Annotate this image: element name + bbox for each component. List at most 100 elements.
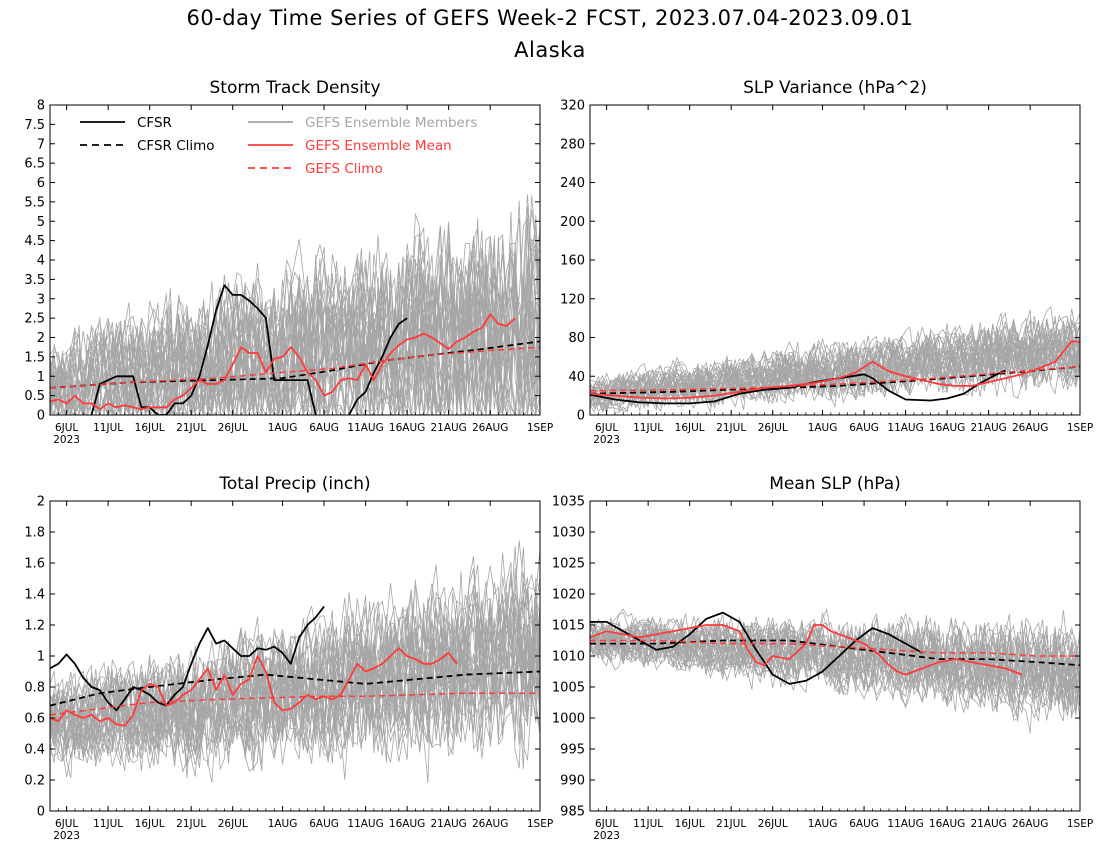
figure-subtitle: Alaska <box>514 38 586 62</box>
y-tick-label: 2 <box>37 331 45 346</box>
x-tick-label: 1SEP <box>1067 818 1093 830</box>
y-tick-label: 1.8 <box>24 526 45 541</box>
y-tick-label: 0.5 <box>24 389 45 404</box>
x-tick-label: 6AUG <box>309 818 339 830</box>
y-tick-label: 3 <box>37 292 45 307</box>
x-tick-label: 21JUL <box>716 422 746 434</box>
ensemble-mean-line <box>590 340 1080 400</box>
cfsr-line <box>50 605 325 712</box>
y-tick-label: 160 <box>560 254 585 269</box>
y-tick-label: 0.2 <box>24 774 45 789</box>
cfsr-climo-line <box>50 670 540 707</box>
y-tick-label: 8 <box>37 99 45 114</box>
x-tick-label: 21AUG <box>430 422 466 434</box>
x-tick-label: 26JUL <box>218 818 248 830</box>
y-tick-label: 120 <box>560 292 585 307</box>
ensemble-member-line <box>50 552 540 779</box>
chart-panel-3: Total Precip (inch) 0 0.2 0.4 0.6 0.8 1 1.2 1.4 1… <box>24 474 553 842</box>
x-tick-label: 16AUG <box>929 818 965 830</box>
cfsr-climo-line <box>590 365 1080 395</box>
ensemble-mean-line <box>50 647 458 727</box>
y-tick-label: 4 <box>37 254 45 269</box>
x-tick-year-label: 2023 <box>593 830 620 842</box>
plot-area <box>590 306 1080 414</box>
legend-label-ensemble-mean: GEFS Ensemble Mean <box>305 138 452 154</box>
x-tick-label: 26JUL <box>758 818 788 830</box>
y-tick-label: 2 <box>37 495 45 510</box>
y-tick-label: 3.5 <box>24 273 45 288</box>
x-tick-label: 1AUG <box>808 422 838 434</box>
y-tick-label: 0.6 <box>24 712 45 727</box>
x-tick-label: 11AUG <box>347 818 383 830</box>
x-tick-label: 6AUG <box>309 422 339 434</box>
ensemble-member-line <box>50 265 540 415</box>
x-tick-label: 16AUG <box>389 818 425 830</box>
x-tick-label: 26JUL <box>218 422 248 434</box>
y-tick-label: 1005 <box>552 681 585 696</box>
legend-label-gefs-climo: GEFS Climo <box>305 161 383 177</box>
y-tick-label: 0 <box>37 805 45 820</box>
y-tick-label: 0.8 <box>24 681 45 696</box>
x-tick-label: 21JUL <box>716 818 746 830</box>
figure-title: 60-day Time Series of GEFS Week-2 FCST, … <box>186 6 914 30</box>
ensemble-member-line <box>50 235 540 415</box>
y-tick-label: 1.5 <box>24 350 45 365</box>
cfsr-line <box>90 284 317 415</box>
x-tick-year-label: 2023 <box>593 434 620 446</box>
ensemble-member-line <box>590 306 1080 406</box>
ensemble-mean-line <box>50 313 516 411</box>
y-tick-label: 6 <box>37 176 45 191</box>
x-tick-label: 11JUL <box>93 818 123 830</box>
y-tick-label: 1010 <box>552 650 585 665</box>
x-tick-label: 11JUL <box>633 422 663 434</box>
chart-panel-1: Storm Track Density 0 0.5 1 1.5 2 2.5 3 3.5 4 4.5 5… <box>24 78 553 446</box>
x-tick-label: 6JUL <box>595 818 618 830</box>
legend-label-members: GEFS Ensemble Members <box>305 115 477 131</box>
y-tick-label: 2.5 <box>24 312 45 327</box>
y-tick-label: 200 <box>560 215 585 230</box>
y-tick-label: 1.4 <box>24 588 45 603</box>
x-tick-label: 6JUL <box>595 422 618 434</box>
plot-area <box>50 194 540 415</box>
y-tick-label: 990 <box>560 774 585 789</box>
y-tick-label: 1020 <box>552 588 585 603</box>
x-tick-label: 11AUG <box>887 422 923 434</box>
x-tick-label: 11AUG <box>887 818 923 830</box>
y-tick-label: 7.5 <box>24 118 45 133</box>
x-tick-label: 26AUG <box>1012 818 1048 830</box>
x-tick-label: 16JUL <box>675 818 705 830</box>
x-tick-label: 26AUG <box>1012 422 1048 434</box>
x-tick-label: 16JUL <box>135 818 165 830</box>
y-tick-label: 1.6 <box>24 557 45 572</box>
y-tick-label: 4.5 <box>24 234 45 249</box>
x-tick-label: 11JUL <box>633 818 663 830</box>
cfsr-climo-line <box>590 639 1080 667</box>
x-tick-year-label: 2023 <box>53 830 80 842</box>
x-tick-label: 6AUG <box>849 422 879 434</box>
y-tick-label: 80 <box>568 331 585 346</box>
x-tick-label: 1AUG <box>268 818 298 830</box>
y-tick-label: 5.5 <box>24 195 45 210</box>
y-tick-label: 0 <box>37 409 45 424</box>
x-tick-label: 16AUG <box>929 422 965 434</box>
y-tick-label: 995 <box>560 743 585 758</box>
x-tick-label: 21AUG <box>970 422 1006 434</box>
gefs-climo-line <box>50 692 540 716</box>
y-tick-label: 6.5 <box>24 157 45 172</box>
y-tick-label: 40 <box>568 370 585 385</box>
x-tick-label: 16JUL <box>135 422 165 434</box>
legend: CFSR CFSR Climo GEFS Ensemble Members GEFS … <box>80 115 477 177</box>
x-tick-label: 1SEP <box>527 818 553 830</box>
plot-area <box>590 608 1080 734</box>
ensemble-member-line <box>50 592 540 767</box>
ensemble-member-line <box>590 616 1080 719</box>
panel-title: Total Precip (inch) <box>218 474 370 494</box>
y-tick-label: 5 <box>37 215 45 230</box>
ensemble-member-line <box>50 236 540 415</box>
y-tick-label: 0.4 <box>24 743 45 758</box>
legend-label-cfsr: CFSR <box>137 115 172 131</box>
ensemble-member-line <box>590 320 1080 413</box>
y-tick-label: 240 <box>560 176 585 191</box>
y-tick-label: 280 <box>560 137 585 152</box>
ensemble-member-line <box>50 564 540 758</box>
